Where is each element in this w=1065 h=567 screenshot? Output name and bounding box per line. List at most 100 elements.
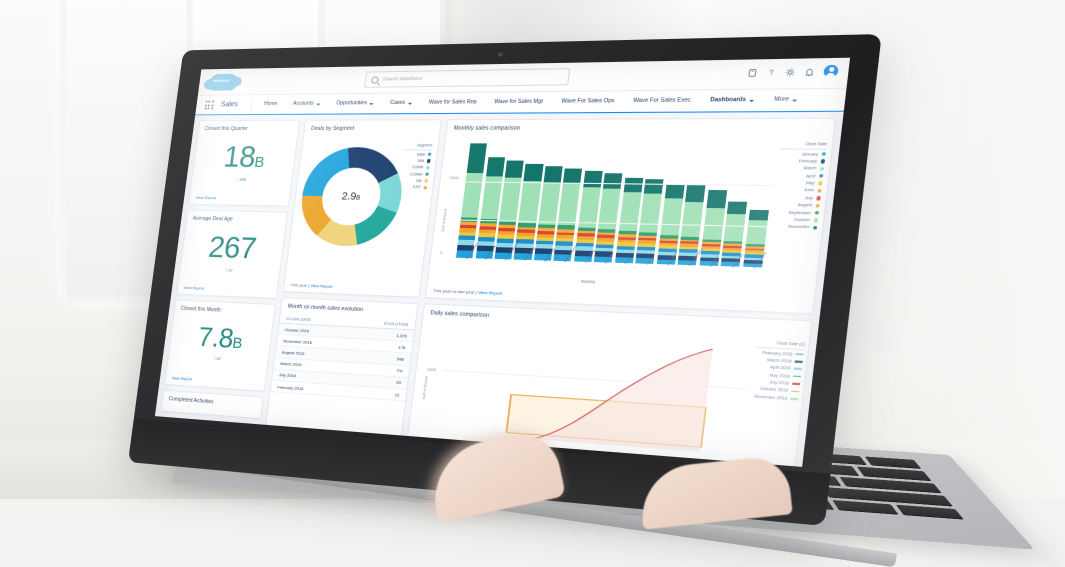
bar-segment-october — [558, 184, 581, 226]
legend-label: July — [804, 196, 813, 201]
legend-item-may[interactable]: May — [776, 181, 823, 186]
card-monthly-sales-comparison[interactable]: Monthly sales comparison Sum of Amount E… — [425, 118, 837, 315]
card-daily-sales-comparison[interactable]: Daily sales comparison Sum of Amount 500… — [406, 303, 812, 467]
nav-item-wave-sales-exec[interactable]: Wave For Sales Exec — [627, 90, 697, 112]
legend-swatch — [423, 186, 427, 190]
legend-item-april-2016[interactable]: April 2016 — [753, 364, 802, 371]
card-footer: This year vs last year | View Report — [433, 288, 503, 296]
legend-swatch — [791, 390, 799, 392]
bar-segment-november — [706, 190, 727, 208]
legend-swatch — [790, 398, 798, 400]
nav-item-wave-sales-ops[interactable]: Wave For Sales Ops — [555, 91, 620, 112]
nav-label: Wave For Sales Exec — [632, 90, 692, 111]
legend-item-march[interactable]: March — [777, 166, 824, 171]
card-completed-activities[interactable]: Completed Activities — [160, 390, 264, 420]
bar-segment-october — [538, 183, 560, 225]
legend-swatch — [795, 361, 803, 363]
legend-item-november[interactable]: November — [770, 224, 817, 230]
daily-lines-svg — [434, 327, 751, 460]
legend-swatch — [812, 226, 817, 230]
nav-item-more[interactable]: More — [768, 89, 804, 111]
card-deals-by-segment[interactable]: Deals by Segment 2.9B Segment SMB — [283, 119, 442, 298]
legend-item-february-2016[interactable]: February 2016 — [754, 350, 803, 357]
view-report-link[interactable]: View Report — [171, 375, 192, 381]
legend-label: July 2016 — [769, 380, 789, 386]
app-launcher-icon[interactable] — [204, 101, 213, 110]
view-report-link[interactable]: View Report — [478, 290, 503, 296]
bar-segment-november — [727, 202, 747, 214]
search-placeholder: Search Salesforce — [382, 76, 422, 82]
legend-item-comm[interactable]: COMM — [401, 172, 429, 176]
user-avatar[interactable] — [823, 65, 839, 78]
search-input[interactable]: Search Salesforce — [364, 68, 570, 88]
legend-swatch — [426, 166, 430, 170]
card-month-on-month[interactable]: Month on month sales evolution CLOSE DAT… — [265, 297, 419, 441]
legend-item-february[interactable]: February — [778, 159, 825, 164]
view-report-link[interactable]: View Report — [195, 195, 216, 200]
global-header-icons: ? — [747, 65, 839, 79]
bar-column[interactable] — [743, 210, 769, 268]
legend-item-april[interactable]: April — [777, 173, 824, 178]
legend-label: April 2016 — [770, 365, 791, 371]
setup-gear-icon[interactable] — [785, 67, 796, 76]
view-report-link[interactable]: View Report — [310, 283, 333, 289]
nav-item-wave-sales-mgr[interactable]: Wave for Sales Mgr — [489, 92, 549, 113]
legend-title: Close Date — [780, 142, 827, 150]
legend-item-gb[interactable]: GB — [400, 179, 428, 184]
legend-item-march-2016[interactable]: March 2016 — [753, 357, 802, 364]
view-report-link[interactable]: View Report — [183, 285, 204, 291]
kpi-delta: ↑ 67 — [168, 353, 267, 364]
legend-label: April — [806, 174, 816, 179]
legend-item-july-2016[interactable]: July 2016 — [751, 379, 800, 387]
legend-item-august[interactable]: August — [773, 202, 820, 207]
legend-item-september[interactable]: September — [772, 210, 819, 215]
legend-label: ESMB — [412, 165, 423, 169]
laptop-display: salesforce Search Salesforce ? — [155, 58, 850, 467]
legend-item-smb[interactable]: SMB — [403, 152, 431, 156]
nav-label: Wave for Sales Rep — [428, 93, 478, 113]
legend-label: June — [803, 188, 814, 193]
chevron-down-icon — [407, 102, 411, 104]
legend-swatch — [818, 181, 823, 185]
salesforce-logo-icon[interactable]: salesforce — [208, 74, 239, 91]
nav-item-accounts[interactable]: Accounts — [288, 94, 326, 113]
nav-separator — [251, 98, 254, 111]
nav-item-home[interactable]: Home — [259, 95, 282, 114]
bar-segment-october — [660, 198, 683, 235]
logo-text: salesforce — [213, 79, 230, 83]
notifications-bell-icon[interactable] — [804, 67, 815, 76]
bar-segment-october — [681, 202, 704, 237]
legend-item-june[interactable]: June — [775, 188, 822, 193]
legend-label: COMM — [410, 172, 423, 176]
kpi-card-closed-this-month[interactable]: Closed this Month 7.8B ↑ 67 View Report — [164, 299, 276, 391]
nav-label: Cases — [389, 94, 406, 114]
legend-item-may-2016[interactable]: May 2016 — [752, 372, 801, 379]
nav-item-cases[interactable]: Cases — [385, 93, 418, 113]
legend-item-july[interactable]: July — [774, 195, 821, 200]
legend-item-october-2016[interactable]: October 2016 — [750, 386, 799, 394]
legend-swatch — [817, 189, 822, 193]
kpi-unit: B — [253, 154, 265, 171]
legend-item-esmb[interactable]: ESMB — [402, 165, 430, 169]
nav-item-wave-sales-rep[interactable]: Wave for Sales Rep — [423, 93, 482, 113]
bar-segment-october — [639, 194, 662, 233]
nav-label: Wave For Sales Ops — [560, 91, 616, 112]
help-icon[interactable]: ? — [766, 67, 777, 76]
card-title: Deals by Segment — [304, 120, 441, 135]
favorites-icon[interactable] — [747, 68, 758, 77]
legend-item-january[interactable]: January — [779, 151, 826, 156]
kpi-card-closed-this-quarter[interactable]: Closed this Quarter 18B ↑ 36B View Repor… — [188, 120, 300, 207]
legend-item-november-2016[interactable]: November 2016 — [749, 394, 798, 402]
nav-label: Opportunities — [335, 94, 368, 114]
nav-item-opportunities[interactable]: Opportunities — [331, 94, 379, 114]
legend-item-mm[interactable]: MM — [402, 159, 430, 163]
kpi-card-average-deal-age[interactable]: Average Deal Age 267 ↑ 67 View Report — [176, 210, 288, 299]
stacked-bar-plot — [455, 143, 778, 267]
kpi-number: 267 — [207, 231, 258, 265]
legend-item-october[interactable]: October — [771, 217, 818, 223]
legend-item-ent[interactable]: ENT — [399, 185, 427, 190]
monthly-legend: Close Date January February March April May J… — [770, 142, 827, 233]
search-icon — [371, 76, 379, 83]
y-axis-title: Sum of Amount — [422, 376, 429, 399]
nav-item-dashboards[interactable]: Dashboards — [704, 90, 760, 112]
